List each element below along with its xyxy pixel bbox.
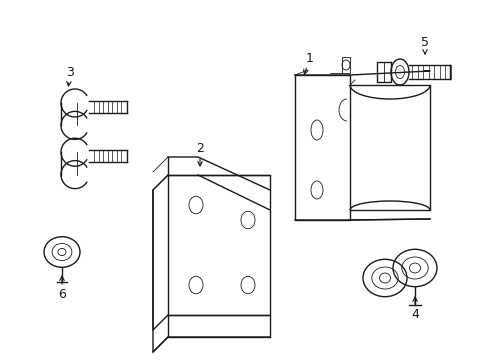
Text: 2: 2	[196, 141, 203, 154]
Text: 4: 4	[410, 309, 418, 321]
Text: 1: 1	[305, 51, 313, 64]
Text: 6: 6	[58, 288, 66, 302]
Text: 5: 5	[420, 36, 428, 49]
Text: 3: 3	[66, 66, 74, 78]
